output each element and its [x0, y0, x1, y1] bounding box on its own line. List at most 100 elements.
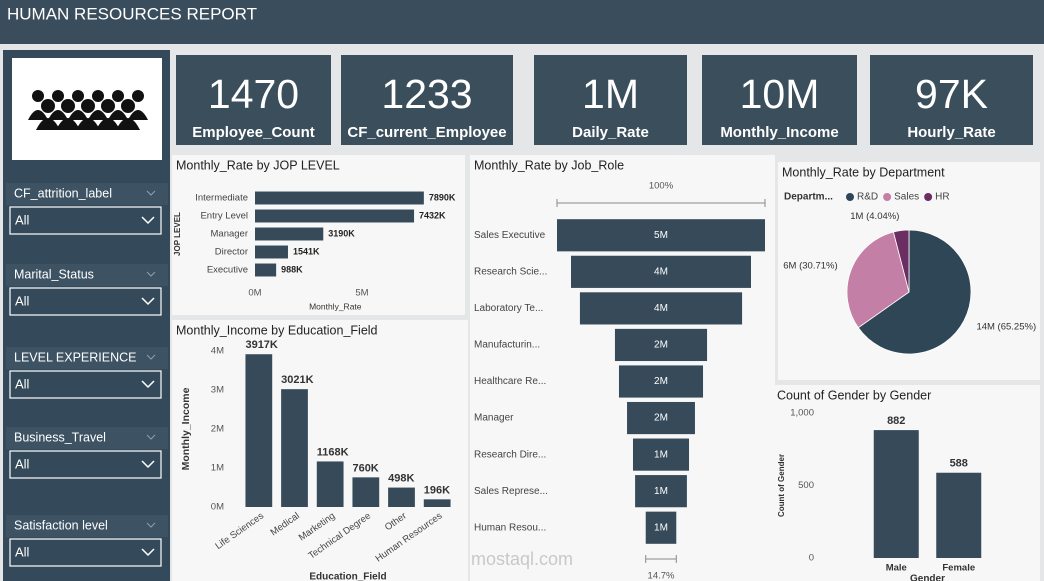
bar: [255, 191, 424, 205]
y-tick-label: 0: [809, 553, 814, 564]
slicer-label: Marital_Status: [14, 267, 94, 281]
funnel-bar: [632, 438, 690, 471]
x-axis-title: Gender: [910, 574, 945, 581]
value-label: 1168K: [317, 446, 349, 458]
slicer-chevron: [146, 271, 156, 277]
category-label: Manufacturin...: [474, 340, 540, 351]
report-title: HUMAN RESOURCES REPORT: [7, 4, 257, 23]
funnel-top-bracket: [556, 199, 766, 207]
bar: [255, 245, 288, 259]
funnel-bar: [635, 475, 687, 508]
x-axis-title: Education_Field: [309, 572, 386, 581]
pie-slice: [892, 229, 910, 293]
value-label: 882: [887, 415, 905, 427]
value-label: 2M: [654, 413, 668, 424]
bar: [255, 263, 277, 277]
slicer-value: All: [15, 293, 30, 308]
x-tick-label: 0M: [248, 288, 261, 299]
funnel-bar: [627, 401, 695, 435]
bar: [255, 227, 324, 241]
dropdown-chevron: [141, 548, 155, 557]
pie-slice: [846, 231, 910, 329]
value-label: 1M: [654, 449, 668, 460]
slicer-header: [6, 183, 168, 205]
slice-label: 6M (30.71%): [783, 260, 837, 271]
value-label: 196K: [424, 484, 450, 496]
value-label: 4M: [654, 303, 668, 314]
value-label: 5M: [654, 230, 668, 241]
kpi-card: [702, 55, 857, 145]
value-label: 1M: [654, 522, 668, 533]
x-tick-label: Female: [942, 563, 975, 574]
slicer-header: [6, 264, 168, 286]
y-tick-label: 2M: [211, 424, 224, 435]
slicer-header: [6, 515, 168, 537]
slicer-dropdown[interactable]: [9, 538, 162, 567]
slicer-dropdown[interactable]: [9, 206, 162, 235]
kpi-card: [341, 55, 513, 145]
bar: [936, 472, 982, 558]
slicer-chevron: [146, 190, 156, 196]
value-label: 760K: [352, 462, 378, 474]
pie-slice: [857, 229, 972, 355]
x-tick-label: Male: [886, 563, 907, 574]
chart-title: Monthly_Rate by JOP LEVEL: [176, 158, 340, 172]
slicer-label: LEVEL EXPERIENCE: [14, 350, 137, 364]
value-label: 7890K: [429, 192, 456, 202]
dropdown-chevron: [141, 216, 155, 225]
y-axis-title: Monthly_Income: [180, 387, 192, 470]
slicer-dropdown[interactable]: [9, 370, 162, 399]
category-label: Research Dire...: [474, 449, 546, 460]
y-tick-label: 1M: [211, 463, 224, 474]
y-tick-label: 4M: [211, 346, 224, 357]
kpi-value: 1233: [381, 71, 472, 117]
watermark: mostaql.com: [471, 549, 573, 569]
slicer-label: Business_Travel: [14, 430, 106, 444]
kpi-card: [870, 55, 1033, 145]
legend-label: Sales: [894, 192, 919, 203]
chart-title: Count of Gender by Gender: [777, 388, 931, 402]
bar: [388, 487, 415, 507]
category-label: Director: [215, 247, 248, 258]
slicer-label: Satisfaction level: [14, 518, 108, 532]
slicer-chevron: [146, 434, 156, 440]
kpi-label: Monthly_Income: [720, 124, 838, 141]
y-axis-title: JOP LEVEL: [173, 212, 182, 256]
category-label: Entry Level: [200, 211, 248, 222]
legend-marker: [883, 193, 892, 201]
y-tick-label: 1,000: [790, 408, 814, 419]
value-label: 498K: [388, 472, 414, 484]
legend-marker: [846, 193, 854, 201]
category-label: Research Scie...: [474, 266, 547, 277]
value-label: 3917K: [245, 339, 277, 351]
chart-title: Monthly_Rate by Job_Role: [474, 158, 624, 172]
legend-marker: [924, 193, 933, 201]
slicer-header: [6, 347, 168, 369]
slicer-label: CF_attrition_label: [14, 186, 112, 200]
slicer-dropdown[interactable]: [9, 450, 162, 479]
kpi-label: Employee_Count: [192, 124, 315, 141]
slicer-dropdown[interactable]: [9, 287, 162, 316]
y-axis-title: Count of Gender: [777, 454, 786, 517]
legend-title: Departm...: [784, 192, 833, 203]
kpi-label: Daily_Rate: [572, 124, 649, 141]
x-tick-label: 5M: [355, 288, 368, 299]
category-label: Healthcare Re...: [474, 376, 546, 387]
category-label: Manager: [211, 229, 249, 240]
bar: [873, 430, 919, 558]
slice-label: 14M (65.25%): [976, 322, 1036, 333]
funnel-bar: [618, 365, 704, 398]
value-label: 2M: [654, 340, 668, 351]
slicer-value: All: [15, 212, 30, 227]
funnel-bar: [579, 292, 743, 325]
category-label: Intermediate: [195, 193, 248, 204]
bar: [352, 477, 380, 507]
slicer-chevron: [146, 522, 156, 528]
value-label: 2M: [654, 376, 668, 387]
value-label: 1541K: [293, 246, 320, 256]
funnel-top-percent: 100%: [649, 181, 674, 192]
bar: [245, 354, 273, 507]
funnel-bar: [614, 328, 708, 362]
legend-label: R&D: [857, 192, 878, 203]
category-label: Laboratory Te...: [474, 303, 543, 314]
